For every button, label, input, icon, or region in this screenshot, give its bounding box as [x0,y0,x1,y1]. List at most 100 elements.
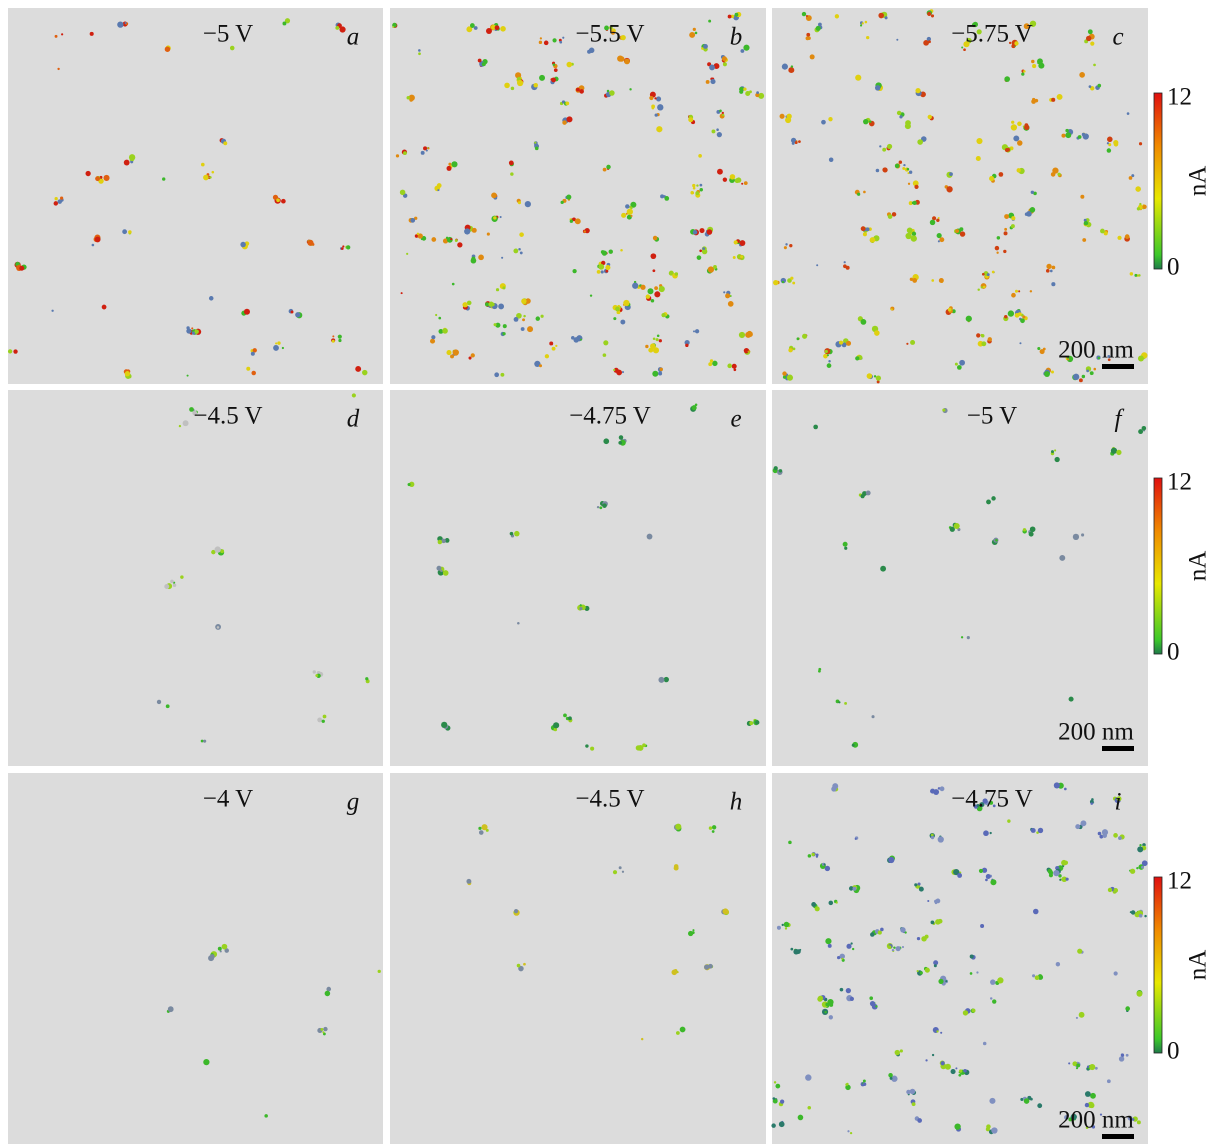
spot [955,363,958,366]
spot [418,52,421,55]
spot [707,229,713,235]
colorbar-min: 0 [1167,254,1180,281]
spot [862,22,864,24]
spot [102,305,107,310]
spot [1076,1017,1078,1019]
spot [893,946,895,948]
spot [523,963,526,966]
spot [990,997,992,999]
spot [1059,879,1061,881]
spot [1087,1066,1089,1068]
spot [806,36,810,40]
spot [122,229,127,234]
spot [573,337,578,342]
spot [539,75,545,81]
spot [19,266,24,271]
spot [919,887,924,892]
spot [928,40,931,43]
spot [208,955,214,961]
spot [533,83,538,88]
spot [486,28,492,34]
spot [1011,124,1017,130]
spot [723,291,725,293]
spot [990,832,992,834]
spot [843,542,848,547]
spot [472,228,477,233]
spot [725,293,730,298]
spot [882,168,886,172]
spot [656,338,659,341]
spot [829,901,834,906]
spot [590,294,592,296]
spot [117,21,123,27]
spot [218,947,222,951]
spot [710,79,715,84]
spot [323,1027,327,1031]
spot [825,350,828,353]
spot [157,700,161,704]
spot [435,314,437,316]
spot [1032,98,1035,101]
spot [95,237,101,243]
colorbar-unit: nA [1185,950,1212,981]
spot [863,1080,866,1083]
spot [997,977,1003,983]
spot [936,219,939,222]
colorbar-unit: nA [1185,166,1212,197]
spot [1073,534,1079,540]
spot [478,827,481,830]
spot [166,704,170,708]
spot [869,996,873,1000]
afm-panel: −4.5 Vh [390,773,766,1144]
spot [863,232,867,236]
spot [989,1098,995,1104]
spot [850,997,854,1001]
spot [1075,824,1080,829]
spot [1127,112,1130,115]
spot [651,299,655,303]
spot [520,252,523,255]
spot [654,291,660,297]
spot [866,491,871,496]
spot [730,174,736,180]
spot [829,1015,833,1019]
spot [1089,85,1092,88]
spot [874,375,876,377]
spot [561,201,564,204]
spot [406,253,408,255]
spot [1139,844,1141,846]
spot [811,902,816,907]
spot [674,866,679,871]
voltage-label: −5.5 V [575,21,644,48]
spot [498,304,504,310]
spot [811,853,814,856]
spot [1050,270,1053,273]
spot [647,288,653,294]
spot [986,1124,991,1129]
spot [828,944,832,948]
spot [338,339,341,342]
scale-bar [1102,1134,1134,1139]
spot [325,991,331,997]
spot [408,483,411,486]
spot [609,90,615,96]
spot [203,740,206,743]
spot [251,371,256,376]
spot [168,1006,174,1012]
spot [51,310,53,312]
spot [427,147,429,149]
spot [861,226,866,231]
spot [895,164,900,169]
spot [911,235,917,241]
spot [652,269,655,272]
spot [1064,861,1068,865]
spot [1030,290,1032,292]
colorbar-min: 0 [1167,1038,1180,1065]
spot [1004,231,1008,235]
spot [436,566,441,571]
spot [1056,962,1060,966]
spot [1004,76,1010,82]
spot [706,80,710,84]
spot [60,197,63,200]
spot [658,677,664,683]
